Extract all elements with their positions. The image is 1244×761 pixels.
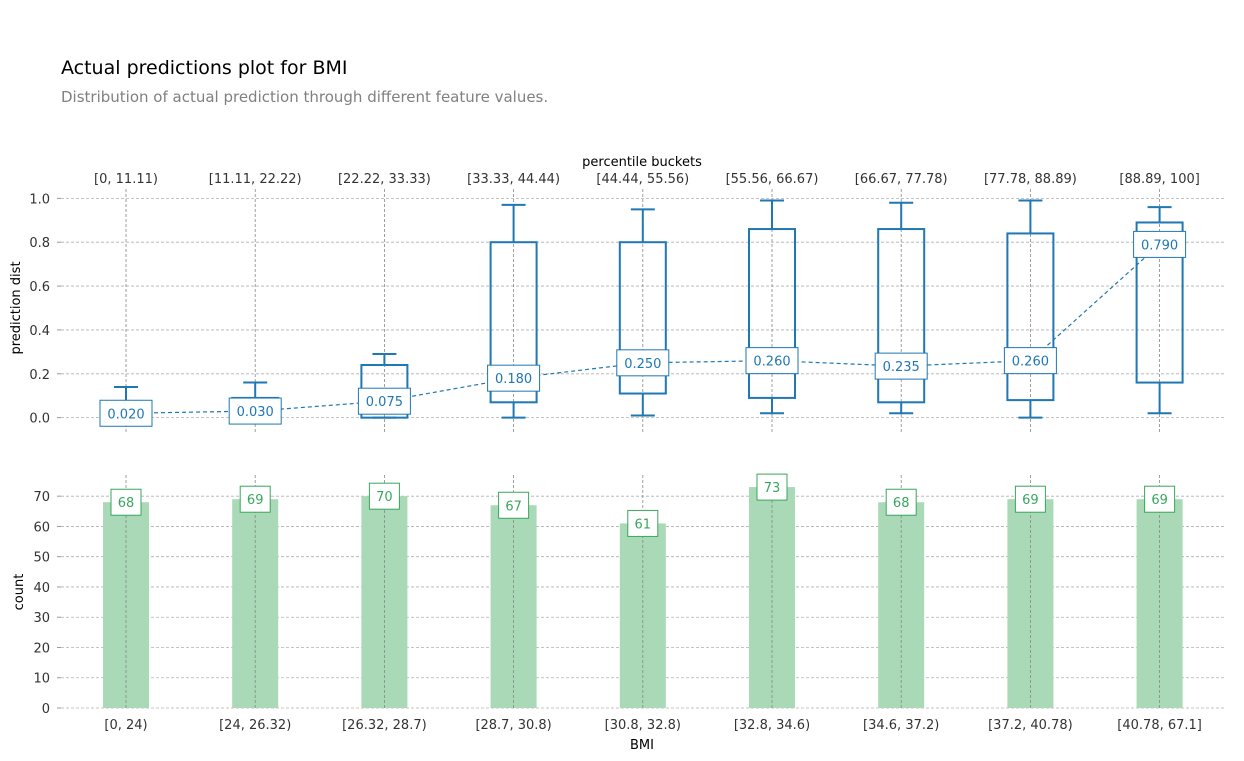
count-label: 67 [505,499,522,514]
bar-y-tick-label: 40 [33,581,50,596]
bar-category-label: [24, 26.32) [219,718,291,733]
median-label-box [357,387,411,415]
median-label-box [487,364,541,392]
chart-subtitle: Distribution of actual prediction throug… [61,88,549,106]
top-category-label: [77.78, 88.89) [984,172,1077,187]
bar-y-axis-label: count [12,574,27,611]
box-iqr-rect [748,228,796,399]
chart-title: Actual predictions plot for BMI [61,57,348,79]
median-label: 0.250 [624,357,661,372]
top-category-label: [0, 11.11) [94,172,158,187]
bar-category-label: [30.8, 32.8) [605,718,681,733]
bar-y-tick-label: 10 [33,672,50,687]
count-label: 73 [764,481,781,496]
median-label: 0.075 [366,395,403,410]
bar-category-label: [28.7, 30.8) [475,718,551,733]
count-bar [232,499,279,708]
bar-x-axis-label: BMI [630,738,654,753]
count-label: 69 [1022,493,1039,508]
box-iqr-rect [877,228,926,404]
box-y-axis-label: prediction dist [9,261,24,354]
bar-y-tick-label: 50 [33,551,50,566]
box-iqr-rect [618,241,667,395]
median-label: 0.260 [753,355,790,370]
median-label: 0.030 [237,405,274,420]
top-axis-label: percentile buckets [582,155,702,170]
count-label-box [1144,485,1176,513]
count-label: 69 [1151,493,1168,508]
median-label-box [745,347,799,375]
bar-category-label: [26.32, 28.7) [342,718,427,733]
box-y-tick-label: 0.4 [29,324,50,339]
count-label-box [110,488,142,516]
bar-y-tick-label: 30 [33,611,50,626]
bar-category-label: [40.78, 67.1] [1117,718,1202,733]
bar-category-label: [34.6, 37.2) [863,718,939,733]
median-label-box [874,352,928,380]
top-category-label: [66.67, 77.78) [855,172,948,187]
median-label-box [228,397,282,425]
box-y-tick-label: 0.0 [29,412,50,427]
count-label: 68 [118,496,135,511]
median-label: 0.020 [107,407,144,422]
bar-y-tick-label: 60 [33,520,50,535]
median-label: 0.235 [883,360,920,375]
count-label-box [885,488,917,516]
count-bar [1007,499,1054,708]
count-label: 61 [635,517,652,532]
bar-y-tick-label: 20 [33,641,50,656]
top-category-label: [88.89, 100] [1119,172,1199,187]
bar-category-label: [32.8, 34.6) [734,718,810,733]
count-label: 68 [893,496,910,511]
count-label-box [239,485,271,513]
count-label: 69 [247,493,264,508]
top-category-label: [55.56, 66.67) [726,172,819,187]
bar-category-label: [0, 24) [104,718,147,733]
top-category-label: [44.44, 55.56) [596,172,689,187]
count-label-box [368,482,400,510]
count-label-box [756,473,788,501]
median-label: 0.790 [1141,238,1178,253]
box-y-tick-label: 0.8 [29,236,50,251]
box-iqr-rect [489,241,538,404]
top-category-label: [22.22, 33.33) [338,172,431,187]
bar-y-tick-label: 0 [42,702,50,717]
median-label-box [1133,230,1187,258]
box-iqr-rect [1135,221,1184,384]
median-label: 0.180 [495,372,532,387]
top-category-label: [33.33, 44.44) [467,172,560,187]
top-category-label: [11.11, 22.22) [209,172,302,187]
box-y-tick-label: 0.2 [29,368,50,383]
bar-y-tick-label: 70 [33,490,50,505]
median-label-box [99,399,153,427]
count-label: 70 [376,490,393,505]
count-label-box [627,509,659,537]
median-label-box [1003,347,1057,375]
median-label: 0.260 [1012,355,1049,370]
count-bar [1136,499,1183,708]
box-y-tick-label: 1.0 [29,192,50,207]
box-iqr-rect [1006,232,1055,402]
box-y-tick-label: 0.6 [29,280,50,295]
count-label-box [498,491,530,519]
bar-category-label: [37.2, 40.78) [988,718,1073,733]
median-label-box [616,349,670,377]
count-label-box [1014,485,1046,513]
